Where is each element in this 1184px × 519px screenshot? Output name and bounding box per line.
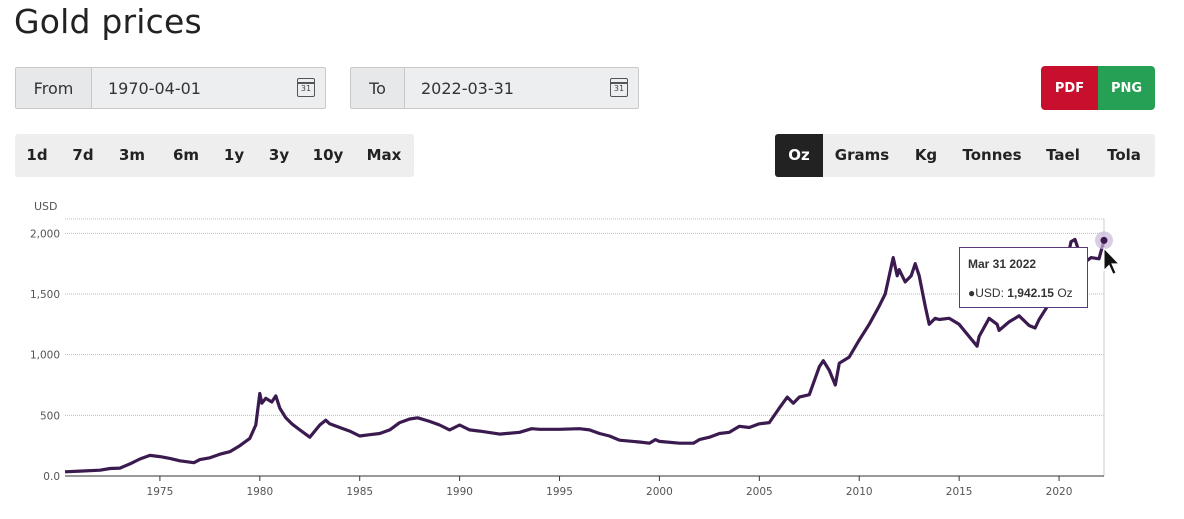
unit-tael-button[interactable]: Tael <box>1046 146 1080 164</box>
x-tick-label: 1990 <box>446 486 473 498</box>
data-point-marker[interactable] <box>1100 236 1108 244</box>
tooltip-date: Mar 31 2022 <box>968 257 1037 271</box>
to-date-value: 2022-03-31 <box>421 78 514 98</box>
cursor-arrow-icon <box>1103 247 1121 276</box>
to-label: To <box>351 68 405 108</box>
range-6m-button[interactable]: 6m <box>172 146 200 164</box>
gold-price-chart[interactable]: USD 0.0 500 1,000 1,500 2,000 1975 1980 1985 1990… <box>0 190 1184 519</box>
x-tick-label: 2015 <box>946 486 973 498</box>
png-export-button[interactable]: PNG <box>1098 66 1155 110</box>
calendar-icon[interactable]: 31 <box>297 78 315 97</box>
tooltip-series-label: USD <box>975 286 1001 300</box>
from-date-group: From 1970-04-01 31 <box>15 67 326 109</box>
x-tick-label: 1995 <box>546 486 573 498</box>
unit-tola-button[interactable]: Tola <box>1107 146 1141 164</box>
x-tick-label: 2000 <box>646 486 673 498</box>
calendar-icon[interactable]: 31 <box>610 78 628 97</box>
unit-oz-button[interactable]: Oz <box>775 134 823 177</box>
y-tick-label: 2,000 <box>30 228 60 240</box>
unit-grams-button[interactable]: Grams <box>834 146 890 164</box>
from-date-input[interactable]: 1970-04-01 31 <box>92 68 325 108</box>
range-7d-button[interactable]: 7d <box>72 146 94 164</box>
y-axis-label: USD <box>34 200 58 213</box>
range-selector: 1d 7d 3m 6m 1y 3y 10y Max <box>15 134 414 177</box>
y-tick-label: 0.0 <box>43 471 60 483</box>
page-title: Gold prices <box>14 2 202 41</box>
tooltip-value-row: ●USD: 1,942.15 Oz <box>968 286 1073 300</box>
from-date-value: 1970-04-01 <box>108 78 201 98</box>
pdf-export-button[interactable]: PDF <box>1041 66 1098 110</box>
unit-kg-button[interactable]: Kg <box>914 146 938 164</box>
chart-tooltip: Mar 31 2022 ●USD: 1,942.15 Oz <box>959 247 1088 308</box>
range-1d-button[interactable]: 1d <box>26 146 48 164</box>
unit-tonnes-button[interactable]: Tonnes <box>962 146 1022 164</box>
to-date-input[interactable]: 2022-03-31 31 <box>405 68 638 108</box>
range-10y-button[interactable]: 10y <box>312 146 344 164</box>
range-max-button[interactable]: Max <box>366 146 402 164</box>
gold-price-line <box>64 237 1106 474</box>
tooltip-unit: Oz <box>1057 286 1073 300</box>
tooltip-value: 1,942.15 <box>1007 286 1054 300</box>
export-buttons: PDF PNG <box>1041 66 1155 110</box>
unit-selector: Oz Grams Kg Tonnes Tael Tola <box>775 134 1155 177</box>
y-tick-label: 1,500 <box>30 289 60 301</box>
to-date-group: To 2022-03-31 31 <box>350 67 639 109</box>
range-3m-button[interactable]: 3m <box>118 146 146 164</box>
x-tick-label: 2020 <box>1046 486 1073 498</box>
x-tick-label: 2010 <box>846 486 873 498</box>
x-tick-label: 1985 <box>346 486 373 498</box>
y-tick-label: 1,000 <box>30 350 60 362</box>
x-tick-label: 1975 <box>147 486 174 498</box>
x-tick-label: 2005 <box>746 486 773 498</box>
range-1y-button[interactable]: 1y <box>223 146 245 164</box>
from-label: From <box>16 68 92 108</box>
y-tick-label: 500 <box>40 410 60 422</box>
range-3y-button[interactable]: 3y <box>268 146 290 164</box>
x-tick-label: 1980 <box>246 486 273 498</box>
